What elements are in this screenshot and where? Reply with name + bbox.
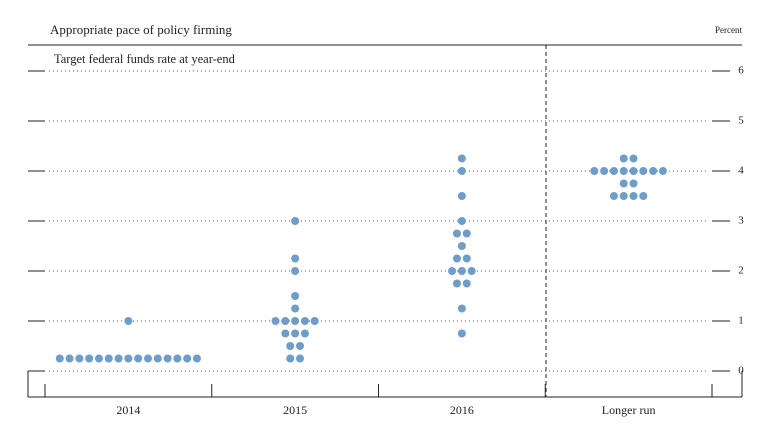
dot [457, 242, 466, 250]
dot [629, 167, 638, 175]
dot [192, 354, 201, 363]
x-tick-label: 2014 [116, 403, 140, 417]
dot [639, 192, 648, 200]
dot [271, 317, 280, 325]
dot [457, 217, 466, 225]
dot [639, 167, 648, 175]
dot [300, 329, 309, 338]
chart-title: Appropriate pace of policy firming [50, 22, 232, 37]
dot [590, 167, 599, 175]
y-unit-label: Percent [715, 25, 742, 35]
dot [600, 167, 609, 175]
x-tick-label: 2016 [450, 403, 474, 417]
dot [281, 329, 290, 338]
dot [163, 354, 172, 363]
dot [55, 354, 64, 363]
dot [619, 154, 628, 163]
dot [296, 342, 305, 350]
dot [143, 354, 152, 363]
dot [291, 317, 300, 325]
dot [183, 354, 192, 363]
dot [457, 154, 466, 163]
dot [291, 292, 300, 300]
dot [291, 217, 300, 225]
dot [286, 354, 295, 363]
dot [300, 317, 309, 325]
dot [448, 267, 457, 275]
y-tick-label: 6 [738, 65, 744, 77]
dot [629, 192, 638, 200]
dot [65, 354, 74, 363]
dot [124, 354, 133, 363]
dot [609, 192, 618, 200]
dot [629, 179, 638, 188]
x-tick-label: 2015 [283, 403, 307, 417]
dot [291, 267, 300, 275]
dot [291, 329, 300, 338]
y-tick-label: 2 [738, 265, 744, 277]
dot [649, 167, 658, 175]
dot [291, 254, 300, 263]
dot [452, 229, 461, 238]
dot [457, 329, 466, 338]
dot [619, 167, 628, 175]
dot [619, 192, 628, 200]
dot [467, 267, 476, 275]
x-tick-label: Longer run [602, 403, 656, 417]
dot [310, 317, 319, 325]
y-tick-label: 5 [738, 115, 744, 127]
dot [658, 167, 667, 175]
y-tick-label: 1 [738, 315, 744, 327]
dot [104, 354, 113, 363]
dot [291, 304, 300, 313]
dot [94, 354, 103, 363]
dot [462, 254, 471, 263]
dot [462, 279, 471, 288]
dot [124, 317, 133, 325]
dot [114, 354, 123, 363]
dot [619, 179, 628, 188]
dot [173, 354, 182, 363]
dot [286, 342, 295, 350]
dot [153, 354, 162, 363]
dot [457, 304, 466, 313]
y-tick-label: 4 [738, 165, 744, 177]
dot [462, 229, 471, 238]
dot [296, 354, 305, 363]
dot [457, 267, 466, 275]
dot [281, 317, 290, 325]
dot [609, 167, 618, 175]
dot [75, 354, 84, 363]
y-tick-label: 0 [738, 365, 744, 377]
dot [85, 354, 94, 363]
chart-subtitle: Target federal funds rate at year-end [54, 52, 236, 66]
dot [452, 254, 461, 263]
dot [134, 354, 143, 363]
dot [457, 167, 466, 175]
dot [452, 279, 461, 288]
y-tick-label: 3 [738, 215, 744, 227]
dot [457, 192, 466, 200]
dot [629, 154, 638, 163]
